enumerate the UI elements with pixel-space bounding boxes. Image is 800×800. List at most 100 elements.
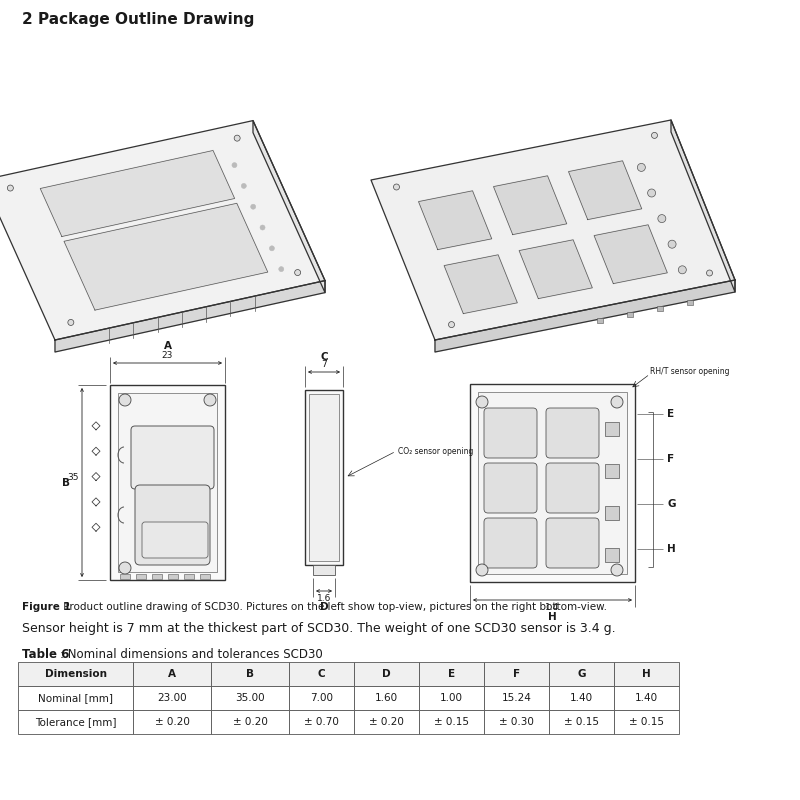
Text: H: H (548, 612, 557, 622)
Text: CO₂ sensor opening: CO₂ sensor opening (398, 446, 474, 456)
Text: B: B (62, 478, 70, 487)
FancyBboxPatch shape (687, 300, 693, 305)
FancyBboxPatch shape (305, 390, 343, 565)
Text: Tolerance [mm]: Tolerance [mm] (34, 717, 116, 727)
Polygon shape (594, 225, 667, 284)
FancyBboxPatch shape (211, 662, 289, 686)
Circle shape (449, 322, 454, 328)
FancyBboxPatch shape (136, 574, 146, 579)
Text: 1.40: 1.40 (570, 693, 593, 703)
FancyBboxPatch shape (605, 506, 619, 520)
FancyBboxPatch shape (484, 710, 549, 734)
Text: C: C (320, 352, 328, 362)
Circle shape (119, 394, 131, 406)
Text: Dimension: Dimension (45, 669, 106, 679)
FancyBboxPatch shape (484, 686, 549, 710)
Text: 2 Package Outline Drawing: 2 Package Outline Drawing (22, 12, 254, 27)
FancyBboxPatch shape (118, 393, 217, 572)
Polygon shape (0, 121, 325, 340)
Text: ± 0.70: ± 0.70 (304, 717, 339, 727)
Circle shape (270, 246, 274, 251)
FancyBboxPatch shape (354, 710, 419, 734)
FancyBboxPatch shape (133, 686, 211, 710)
Text: 23.00: 23.00 (157, 693, 187, 703)
FancyBboxPatch shape (133, 710, 211, 734)
FancyBboxPatch shape (549, 710, 614, 734)
FancyBboxPatch shape (18, 710, 133, 734)
Text: 1.4: 1.4 (546, 603, 560, 612)
Polygon shape (253, 121, 325, 293)
Polygon shape (371, 120, 735, 340)
Text: Sensor height is 7 mm at the thickest part of SCD30. The weight of one SCD30 sen: Sensor height is 7 mm at the thickest pa… (22, 622, 616, 635)
FancyBboxPatch shape (211, 686, 289, 710)
Circle shape (250, 204, 256, 210)
Text: 1.40: 1.40 (635, 693, 658, 703)
Text: G: G (667, 499, 675, 509)
FancyBboxPatch shape (354, 686, 419, 710)
Circle shape (294, 270, 301, 275)
Polygon shape (444, 254, 518, 314)
Text: C: C (318, 669, 326, 679)
Circle shape (668, 240, 676, 248)
Text: ± 0.20: ± 0.20 (369, 717, 404, 727)
Polygon shape (64, 203, 268, 310)
FancyBboxPatch shape (110, 385, 225, 580)
Polygon shape (40, 150, 234, 237)
FancyBboxPatch shape (605, 548, 619, 562)
FancyBboxPatch shape (133, 662, 211, 686)
FancyBboxPatch shape (211, 710, 289, 734)
Text: 35: 35 (67, 473, 79, 482)
FancyBboxPatch shape (120, 574, 130, 579)
Circle shape (242, 183, 246, 189)
Text: A: A (163, 341, 171, 351)
Text: 15.24: 15.24 (502, 693, 531, 703)
Text: 7: 7 (321, 360, 327, 369)
Text: : Nominal dimensions and tolerances SCD30: : Nominal dimensions and tolerances SCD3… (60, 648, 322, 661)
Polygon shape (519, 240, 592, 298)
FancyBboxPatch shape (484, 662, 549, 686)
FancyBboxPatch shape (18, 686, 133, 710)
FancyBboxPatch shape (131, 426, 214, 489)
Circle shape (648, 189, 656, 197)
FancyBboxPatch shape (614, 662, 679, 686)
FancyBboxPatch shape (614, 686, 679, 710)
FancyBboxPatch shape (142, 522, 208, 558)
FancyBboxPatch shape (354, 662, 419, 686)
Text: ± 0.30: ± 0.30 (499, 717, 534, 727)
Text: G: G (578, 669, 586, 679)
Circle shape (278, 266, 284, 272)
Text: F: F (667, 454, 674, 464)
FancyBboxPatch shape (289, 662, 354, 686)
Polygon shape (55, 281, 325, 352)
FancyBboxPatch shape (419, 710, 484, 734)
Text: ± 0.15: ± 0.15 (629, 717, 664, 727)
FancyBboxPatch shape (309, 394, 339, 561)
Circle shape (706, 270, 713, 276)
Text: Product outline drawing of SCD30. Pictures on the left show top-view, pictures o: Product outline drawing of SCD30. Pictur… (60, 602, 607, 612)
Text: H: H (642, 669, 651, 679)
Circle shape (476, 564, 488, 576)
FancyBboxPatch shape (152, 574, 162, 579)
FancyBboxPatch shape (597, 318, 603, 323)
Circle shape (678, 266, 686, 274)
Text: 1.00: 1.00 (440, 693, 463, 703)
Polygon shape (435, 280, 735, 352)
Text: E: E (448, 669, 455, 679)
FancyBboxPatch shape (470, 384, 635, 582)
Text: 1.60: 1.60 (375, 693, 398, 703)
Text: ± 0.15: ± 0.15 (434, 717, 469, 727)
Text: E: E (667, 409, 674, 419)
Circle shape (476, 396, 488, 408)
FancyBboxPatch shape (546, 518, 599, 568)
FancyBboxPatch shape (484, 408, 537, 458)
FancyBboxPatch shape (200, 574, 210, 579)
Text: H: H (667, 544, 676, 554)
Polygon shape (494, 176, 566, 234)
Text: ± 0.20: ± 0.20 (233, 717, 267, 727)
Circle shape (394, 184, 399, 190)
Circle shape (68, 319, 74, 326)
FancyBboxPatch shape (605, 422, 619, 436)
Polygon shape (418, 190, 492, 250)
FancyBboxPatch shape (605, 464, 619, 478)
Text: B: B (246, 669, 254, 679)
